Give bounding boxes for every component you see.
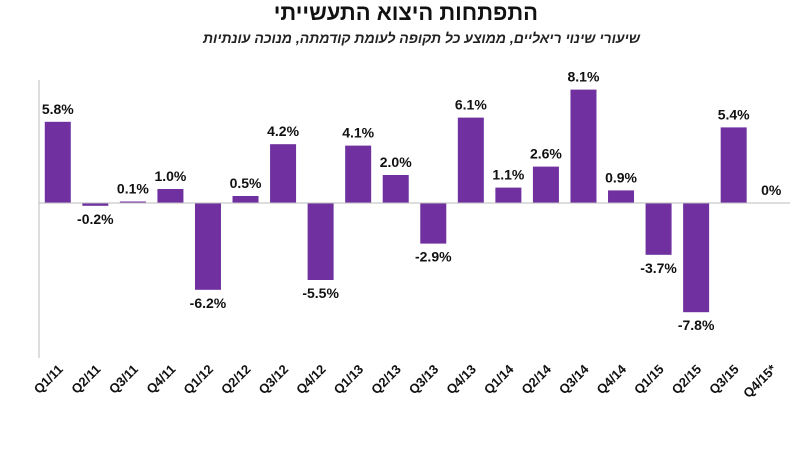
data-label: -0.2% xyxy=(77,211,114,227)
data-label: 0.9% xyxy=(605,169,637,185)
data-label: 4.2% xyxy=(267,123,299,139)
bar-Q1-15 xyxy=(645,203,672,255)
data-label: 1.0% xyxy=(154,168,186,184)
bar-Q3-13 xyxy=(420,203,447,244)
x-tick-label: Q1/13 xyxy=(331,362,367,398)
x-tick-label: Q4/13 xyxy=(443,362,479,398)
data-label: 5.8% xyxy=(42,101,74,117)
bar-Q2-11 xyxy=(82,203,109,206)
x-tick-label: Q3/12 xyxy=(256,362,292,398)
bar-Q4-12 xyxy=(307,203,334,280)
data-label: 1.1% xyxy=(492,167,524,183)
data-label: -2.9% xyxy=(415,249,452,265)
x-tick-label: Q2/13 xyxy=(368,362,404,398)
x-tick-label: Q4/14 xyxy=(593,361,629,397)
x-tick-label: Q4/11 xyxy=(143,362,178,397)
bar-Q4-13 xyxy=(457,117,484,203)
data-label: -7.8% xyxy=(678,317,715,333)
x-tick-label: Q1/15 xyxy=(631,362,667,398)
data-label: 4.1% xyxy=(342,125,374,141)
data-label: -6.2% xyxy=(190,295,227,311)
x-tick-label: Q3/14 xyxy=(556,361,592,397)
x-tick-label: Q1/12 xyxy=(180,362,216,398)
bar-Q3-12 xyxy=(270,144,297,203)
bar-Q1-12 xyxy=(194,203,221,290)
x-tick-label: Q2/14 xyxy=(518,361,554,397)
bar-Q1-11 xyxy=(44,121,71,203)
x-tick-label: Q4/12 xyxy=(293,362,329,398)
bar-Q2-14 xyxy=(532,166,559,203)
bar-Q4-14 xyxy=(608,190,635,203)
x-tick-label: Q3/13 xyxy=(406,362,442,398)
data-label: -5.5% xyxy=(302,285,339,301)
data-label: 2.0% xyxy=(380,154,412,170)
x-tick-label: Q1/11 xyxy=(31,362,66,397)
data-label: 0.1% xyxy=(117,181,149,197)
data-label: 6.1% xyxy=(455,97,487,113)
x-tick-label: Q2/12 xyxy=(218,362,254,398)
bar-Q3-11 xyxy=(119,201,146,203)
bar-Q3-15 xyxy=(720,127,747,203)
data-label: 0% xyxy=(761,182,782,198)
bar-Q1-13 xyxy=(345,145,372,203)
x-tick-label: Q1/14 xyxy=(481,361,517,397)
x-tick-label: Q2/11 xyxy=(68,362,103,397)
x-tick-label: Q3/15 xyxy=(706,362,742,398)
bar-Q2-15 xyxy=(683,203,710,313)
bar-Q4-11 xyxy=(157,189,184,203)
data-label: 5.4% xyxy=(718,106,750,122)
bar-Q1-14 xyxy=(495,187,522,203)
bar-Q2-12 xyxy=(232,196,259,203)
bar-Q3-14 xyxy=(570,89,597,203)
bar-Q2-13 xyxy=(382,175,409,203)
x-tick-label: Q2/15 xyxy=(669,362,705,398)
x-tick-label: Q3/11 xyxy=(106,362,141,397)
data-label: 8.1% xyxy=(568,69,600,85)
data-label: 2.6% xyxy=(530,146,562,162)
data-label: -3.7% xyxy=(640,260,677,276)
x-tick-label: Q4/15* xyxy=(740,361,780,401)
data-label: 0.5% xyxy=(230,175,262,191)
chart-subtitle: שיעורי שינוי ריאליים, ממוצע כל תקופה לעו… xyxy=(202,30,640,46)
chart-title: התפתחות היצוא התעשייתי xyxy=(273,0,538,25)
